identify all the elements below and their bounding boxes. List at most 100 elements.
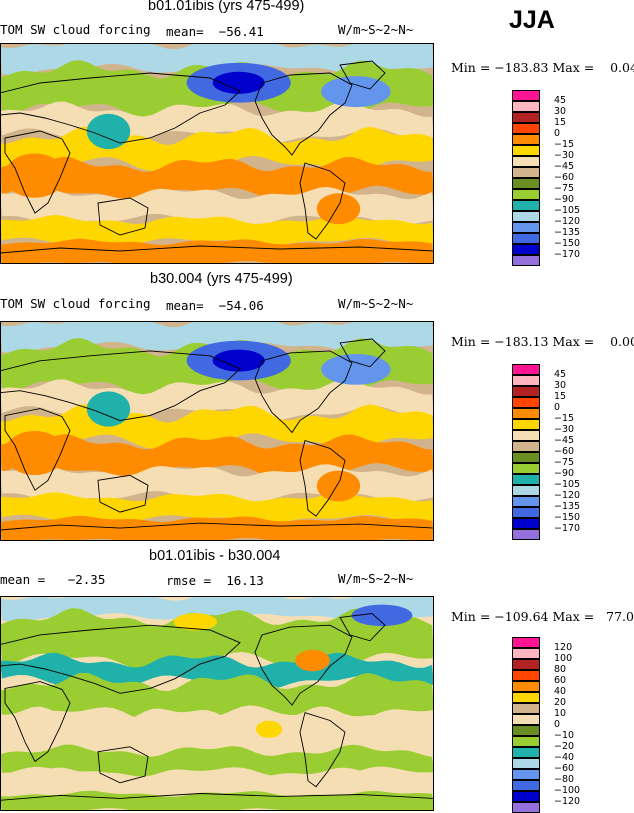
map-frame bbox=[0, 596, 434, 811]
colorbar-label: 120 bbox=[554, 642, 573, 653]
colorbar-label: −60 bbox=[554, 763, 575, 774]
colorbar-swatch bbox=[512, 507, 540, 518]
coastline bbox=[254, 72, 353, 156]
colorbar-swatch bbox=[512, 681, 540, 692]
colorbar-label: −150 bbox=[554, 512, 581, 523]
map-frame bbox=[0, 321, 434, 541]
field-band bbox=[0, 321, 434, 354]
colorbar-swatch bbox=[512, 441, 540, 452]
colorbar-swatch bbox=[512, 518, 540, 529]
colorbar-label: 10 bbox=[554, 708, 567, 719]
colorbar-swatch bbox=[512, 112, 540, 123]
colorbar-label: 0 bbox=[554, 719, 561, 730]
colorbar-label: 45 bbox=[554, 95, 567, 106]
coastline bbox=[339, 60, 386, 90]
coastline bbox=[339, 613, 386, 642]
field-blob bbox=[86, 113, 131, 150]
field-band bbox=[0, 515, 434, 541]
season-label: JJA bbox=[509, 6, 555, 34]
colorbar-label: −105 bbox=[554, 479, 581, 490]
colorbar-swatch bbox=[512, 408, 540, 419]
colorbar-swatch bbox=[512, 637, 540, 648]
colorbar-label: 30 bbox=[554, 106, 567, 117]
coastline bbox=[254, 350, 353, 434]
coastline bbox=[299, 712, 346, 788]
colorbar-swatch bbox=[512, 255, 540, 266]
field-band bbox=[0, 767, 434, 799]
colorbar-label: −120 bbox=[554, 796, 581, 807]
colorbar-swatch bbox=[512, 791, 540, 802]
field-blob bbox=[173, 613, 217, 631]
coastline bbox=[4, 681, 71, 763]
colorbar-label: 0 bbox=[554, 128, 561, 139]
coastline bbox=[97, 197, 149, 236]
colorbar-label: −10 bbox=[554, 730, 575, 741]
panel-3-units: W/m~S~2~N~ bbox=[338, 571, 414, 586]
colorbar-swatch bbox=[512, 769, 540, 780]
colorbar-swatch bbox=[512, 747, 540, 758]
colorbar-label: −45 bbox=[554, 435, 575, 446]
coastline bbox=[4, 408, 71, 491]
panel-2-min-max: Min = −183.13 Max = 0.00 bbox=[451, 334, 634, 349]
colorbar-swatch bbox=[512, 189, 540, 200]
field-blob bbox=[4, 431, 66, 475]
colorbar-label: 60 bbox=[554, 675, 567, 686]
colorbar-swatch bbox=[512, 222, 540, 233]
colorbar-label: −60 bbox=[554, 446, 575, 457]
coastline bbox=[4, 130, 71, 214]
colorbar-label: −120 bbox=[554, 216, 581, 227]
colorbar-swatch bbox=[512, 244, 540, 255]
colorbar-swatch bbox=[512, 714, 540, 725]
colorbar-label: −30 bbox=[554, 150, 575, 161]
panel-1-units: W/m~S~2~N~ bbox=[338, 22, 414, 37]
field-blob bbox=[295, 649, 330, 672]
colorbar-swatch bbox=[512, 529, 540, 540]
colorbar-swatch bbox=[512, 386, 540, 397]
colorbar-label: 20 bbox=[554, 697, 567, 708]
coastline bbox=[0, 624, 241, 694]
field-blob bbox=[321, 354, 391, 385]
colorbar-label: 30 bbox=[554, 380, 567, 391]
panel-3-mean: mean = −2.35 bbox=[0, 572, 106, 587]
panel-3-rmse: rmse = 16.13 bbox=[166, 573, 264, 588]
colorbar-swatch bbox=[512, 780, 540, 791]
colorbar-label: −20 bbox=[554, 741, 575, 752]
colorbar-swatch bbox=[512, 485, 540, 496]
colorbar-label: −135 bbox=[554, 227, 581, 238]
panel-2-mean: mean= −54.06 bbox=[166, 298, 264, 313]
colorbar-swatch bbox=[512, 364, 540, 375]
colorbar-swatch bbox=[512, 802, 540, 813]
antarctic-coastline bbox=[0, 245, 434, 254]
colorbar-label: 45 bbox=[554, 369, 567, 380]
panel-2-title: b30.004 (yrs 475-499) bbox=[150, 271, 293, 287]
colorbar-swatch bbox=[512, 233, 540, 244]
colorbar-label: −80 bbox=[554, 774, 575, 785]
panel-1-min-max: Min = −183.83 Max = 0.04 bbox=[451, 60, 634, 75]
colorbar-label: −105 bbox=[554, 205, 581, 216]
coastline bbox=[254, 624, 353, 706]
field-blob bbox=[4, 153, 66, 198]
panel-3-map bbox=[0, 596, 434, 811]
colorbar-label: −40 bbox=[554, 752, 575, 763]
field-blob bbox=[212, 349, 265, 372]
map-frame bbox=[0, 43, 434, 264]
colorbar-swatch bbox=[512, 397, 540, 408]
panel-1-title: b01.01ibis (yrs 475-499) bbox=[148, 0, 305, 14]
field-blob bbox=[316, 193, 361, 225]
colorbar-label: −170 bbox=[554, 523, 581, 534]
field-band bbox=[0, 43, 434, 76]
field-blob bbox=[256, 720, 283, 738]
colorbar-swatch bbox=[512, 430, 540, 441]
panel-1-variable-label: TOM SW cloud forcing bbox=[0, 22, 151, 37]
colorbar-swatch bbox=[512, 703, 540, 714]
colorbar-label: 80 bbox=[554, 664, 567, 675]
colorbar-label: −90 bbox=[554, 194, 575, 205]
coastline bbox=[299, 162, 346, 240]
panel-2-map bbox=[0, 321, 434, 541]
coastline bbox=[299, 439, 346, 517]
colorbar-label: −90 bbox=[554, 468, 575, 479]
panel-2-variable-label: TOM SW cloud forcing bbox=[0, 296, 151, 311]
coastline bbox=[97, 474, 149, 513]
colorbar-swatch bbox=[512, 736, 540, 747]
colorbar-swatch bbox=[512, 419, 540, 430]
